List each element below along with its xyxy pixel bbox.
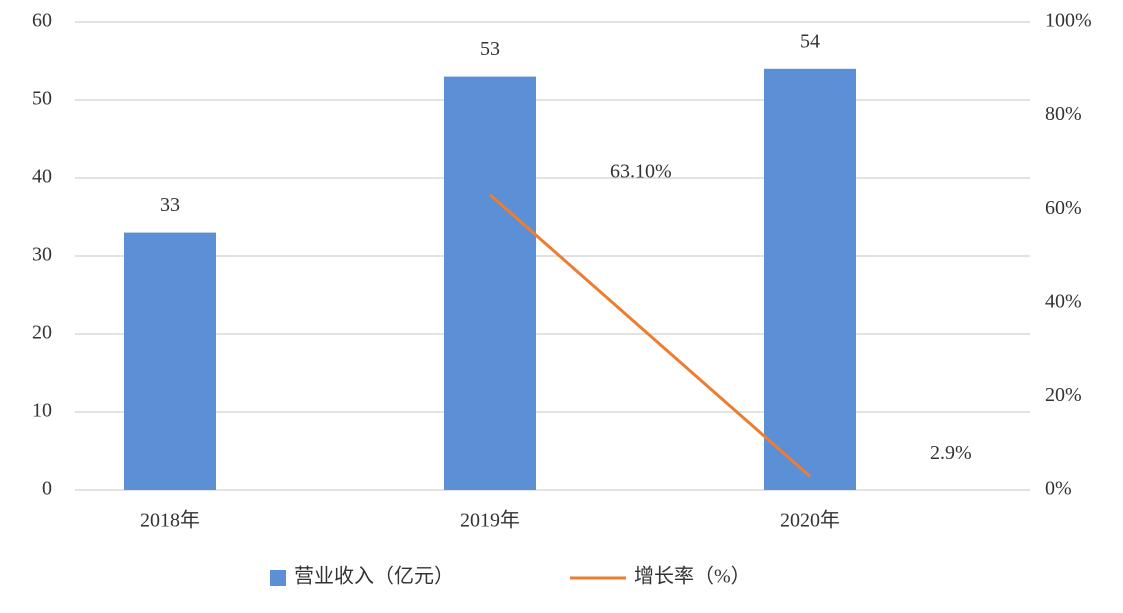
y2-tick-label: 0% (1045, 478, 1072, 500)
legend-label: 增长率（%） (634, 565, 751, 588)
y-tick-label: 0 (42, 478, 52, 500)
y2-tick-label: 80% (1045, 103, 1082, 125)
y2-tick-label: 60% (1045, 197, 1082, 219)
bar (124, 232, 216, 490)
y-tick-label: 10 (32, 400, 52, 422)
x-tick-label: 2018年 (140, 509, 200, 532)
data-label: 53 (480, 38, 500, 60)
y2-tick-label: 100% (1045, 10, 1092, 32)
legend-swatch (270, 570, 286, 586)
y-tick-label: 40 (32, 166, 52, 188)
line-label: 2.9% (930, 442, 972, 464)
legend-label: 营业收入（亿元） (294, 565, 454, 588)
line (489, 193, 811, 478)
y-tick-label: 50 (32, 88, 52, 110)
x-tick-label: 2019年 (460, 509, 520, 532)
line-label: 63.10% (610, 160, 672, 182)
y2-tick-label: 40% (1045, 290, 1082, 312)
bar (444, 76, 536, 490)
data-label: 54 (800, 30, 820, 52)
y2-tick-label: 20% (1045, 384, 1082, 406)
y-tick-label: 20 (32, 322, 52, 344)
x-tick-label: 2020年 (780, 509, 840, 532)
y-tick-label: 30 (32, 244, 52, 266)
data-label: 33 (160, 194, 180, 216)
bar (764, 68, 856, 491)
y-tick-label: 60 (32, 10, 52, 32)
